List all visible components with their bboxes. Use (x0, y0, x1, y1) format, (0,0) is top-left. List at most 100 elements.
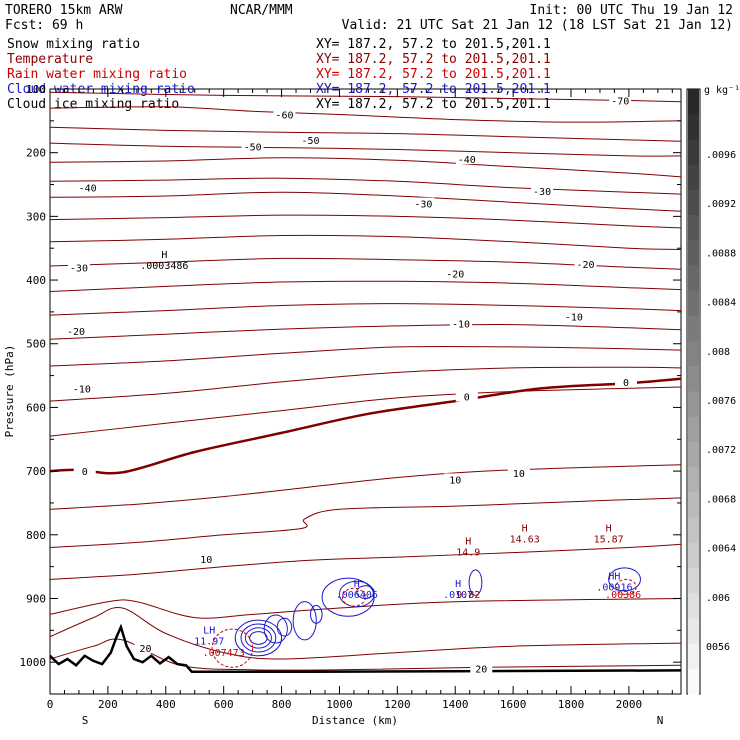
colorbar-block (688, 366, 699, 392)
x-tick-label: 1000 (326, 698, 353, 711)
y-axis-title: Pressure (hPa) (3, 345, 16, 438)
isotherm-minus50 (49, 142, 682, 157)
colorbar-block (688, 139, 699, 166)
isotherm-minus40 (49, 177, 682, 195)
y-tick-label: 1000 (20, 656, 47, 669)
isotherm-20 (49, 606, 682, 660)
cloud-water-contour (608, 567, 641, 592)
colorbar-block (688, 189, 699, 216)
extremum-value: .007473 (203, 648, 245, 659)
colorbar-block (688, 643, 699, 670)
isotherm-label: -20 (446, 270, 464, 281)
center-title: NCAR/MMM (230, 3, 293, 18)
isotherm-label: -50 (244, 142, 262, 153)
isotherm-label-bg (76, 181, 99, 193)
rain-water-contour (615, 578, 637, 596)
isotherm-label-bg (273, 108, 296, 120)
isotherm-10 (49, 497, 682, 548)
y-tick-label: 500 (26, 338, 46, 351)
isotherm-10 (49, 543, 682, 580)
colorbar-label: .008 (706, 347, 730, 358)
x-tick-label: 600 (214, 698, 234, 711)
isotherm-20 (49, 638, 682, 671)
colorbar-label: .0084 (706, 298, 736, 309)
isotherm-20 (49, 598, 682, 619)
extremum-value: .0003486 (140, 261, 188, 272)
isotherm-label-bg (444, 473, 467, 485)
x-axis-title: Distance (km) (312, 714, 398, 727)
colorbar-block (688, 164, 699, 191)
isotherm-label: -30 (70, 263, 88, 274)
field-label-cloud-ice: Cloud ice mixing ratio (7, 97, 179, 112)
y-tick-label: 600 (26, 401, 46, 414)
colorbar-block (688, 114, 699, 140)
x-tick-label: 800 (272, 698, 292, 711)
colorbar-label: .0064 (706, 544, 736, 555)
isotherm-label-bg (470, 662, 493, 674)
isotherm-minus60 (49, 126, 682, 142)
isotherm-minus40 (49, 191, 682, 212)
isotherm-minus10 (49, 303, 682, 316)
colorbar-block (688, 240, 699, 266)
extremum-value: 15.87 (594, 535, 624, 546)
isotherm-label-bg (455, 390, 478, 402)
extremum-marker: LH (203, 626, 215, 637)
isotherm-label-bg (609, 94, 632, 106)
colorbar-block (688, 441, 699, 468)
x-tick-label: 1800 (558, 698, 585, 711)
colorbar: g kg⁻¹ 0056 .006 .0064 .0068 .0072 .0076 .008.… (686, 85, 740, 695)
extremum-marker: HH (608, 571, 620, 582)
plot-area: -70 -60 -50 -50 -40 -40 -30 -30 -30 -20 -20 -20 -10 -… (49, 91, 682, 676)
isotherm-label: 0 (464, 393, 470, 404)
extremum-marker: H (161, 250, 167, 261)
colorbar-block (688, 341, 699, 367)
extremum-value: 11.97 (194, 637, 224, 648)
colorbar-block (688, 391, 699, 418)
valid-time: Valid: 21 UTC Sat 21 Jan 12 (18 LST Sat … (342, 18, 733, 33)
x-tick-label: 400 (156, 698, 176, 711)
direction-south: S (82, 714, 89, 727)
x-tick-label: 200 (98, 698, 118, 711)
isotherm-label-bg (195, 552, 218, 564)
isotherm-minus60 (49, 106, 682, 123)
isotherm-label: 10 (449, 475, 461, 486)
isotherm-label: 0 (623, 378, 629, 389)
isotherm-label-bg (444, 267, 467, 279)
isotherm-label-bg (412, 197, 435, 209)
extremum-marker: H (354, 579, 360, 590)
isotherm-label: -10 (73, 384, 91, 395)
x-tick-label: 1400 (442, 698, 469, 711)
colorbar-label: .0068 (706, 494, 736, 505)
colorbar-unit: g kg⁻¹ (704, 85, 740, 96)
isotherm-0 (49, 377, 682, 475)
colorbar-label: .0096 (706, 150, 736, 161)
field-xy-snow: XY= 187.2, 57.2 to 201.5,201.1 (316, 37, 551, 52)
y-tick-label: 400 (26, 274, 46, 287)
extremum-value: 14.63 (510, 535, 540, 546)
colorbar-block (688, 618, 699, 645)
plot-frame (49, 88, 682, 695)
colorbar-block (688, 315, 699, 342)
axes: 0 200 400 600 800 1000 1200 1400 1600 1800 2000100… (20, 83, 681, 711)
isotherm-label-bg (134, 642, 157, 654)
rain-water-contour (211, 628, 254, 668)
field-legend: Snow mixing ratio XY= 187.2, 57.2 to 201… (7, 37, 551, 112)
isotherm-minus10 (49, 324, 682, 340)
isotherm-label: -10 (452, 319, 470, 330)
isotherm-label-bg (70, 382, 93, 394)
extremum-value: 14.9 (456, 547, 480, 558)
isotherm-label: 20 (139, 644, 151, 655)
isotherm-label-bg (455, 153, 478, 165)
field-xy-cloud-ice: XY= 187.2, 57.2 to 201.5,201.1 (316, 97, 551, 112)
isotherm-label-bg (299, 133, 322, 145)
rain-water-contour (341, 587, 367, 607)
isotherm-label: -50 (301, 136, 319, 147)
isotherm-label-bg (531, 184, 554, 196)
field-label-snow: Snow mixing ratio (7, 37, 140, 52)
isotherm-label: 10 (513, 469, 525, 480)
isotherm-label-bg (507, 467, 530, 479)
y-tick-label: 700 (26, 465, 46, 478)
cloud-water-contour (244, 627, 272, 649)
y-tick-label: 100 (26, 83, 46, 96)
